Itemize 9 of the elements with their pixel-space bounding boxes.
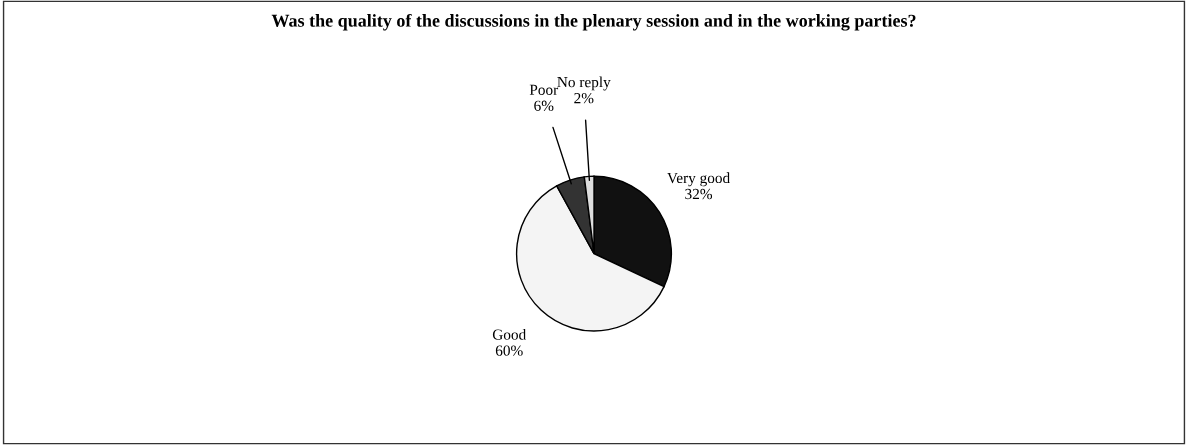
slice-label: Very good <box>667 172 730 187</box>
slice-label: Poor <box>529 84 559 95</box>
slice-label: No reply <box>557 76 611 91</box>
data-label: 60% <box>495 345 523 356</box>
slice-label: Good <box>492 329 527 340</box>
data-label: 32% <box>685 188 713 200</box>
data-label: 6% <box>534 100 554 111</box>
chart-title: Was the quality of the discussions in the plenary session and in the working parties? <box>271 13 916 31</box>
data-label: 2% <box>574 92 594 104</box>
